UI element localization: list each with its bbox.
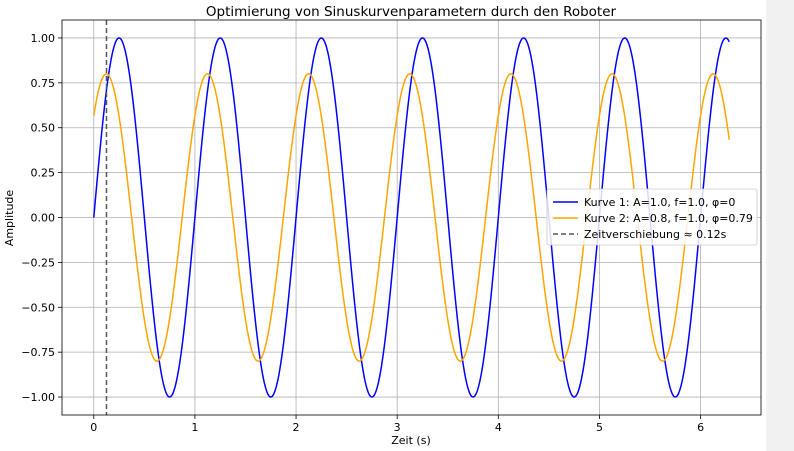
x-tick-label: 6 xyxy=(697,421,704,434)
legend-label-kurve-1: Kurve 1: A=1.0, f=1.0, φ=0 xyxy=(584,196,735,209)
y-axis-label: Amplitude xyxy=(3,190,16,247)
y-axis: −1.00 −0.75 −0.50 −0.25 0.00 0.25 0.50 0.75 1.00 xyxy=(21,32,62,404)
x-tick-label: 5 xyxy=(596,421,603,434)
legend-label-kurve-2: Kurve 2: A=0.8, f=1.0, φ=0.79 xyxy=(584,212,753,225)
y-tick-label: −0.50 xyxy=(21,301,55,314)
x-tick-label: 0 xyxy=(90,421,97,434)
x-tick-label: 4 xyxy=(495,421,502,434)
x-tick-label: 3 xyxy=(394,421,401,434)
x-axis: 0 1 2 3 4 5 6 xyxy=(90,415,704,434)
y-tick-label: 0.25 xyxy=(31,167,56,180)
x-tick-label: 2 xyxy=(293,421,300,434)
series-2-line xyxy=(93,73,730,362)
legend-box xyxy=(546,188,758,246)
y-tick-label: 1.00 xyxy=(31,32,56,45)
line-chart: 0 1 2 3 4 5 6 −1.00 −0.75 −0.50 −0.25 0.00 0.25 0.50… xyxy=(3,4,762,447)
chart-title: Optimierung von Sinuskurvenparametern du… xyxy=(206,4,617,20)
series-1-line xyxy=(93,37,730,398)
y-tick-label: 0.75 xyxy=(31,77,56,90)
series-layer xyxy=(93,20,730,415)
x-tick-label: 1 xyxy=(191,421,198,434)
legend-label-zeitverschiebung: Zeitverschiebung ≈ 0.12s xyxy=(584,228,727,241)
x-axis-label: Zeit (s) xyxy=(391,434,430,447)
y-tick-label: −0.25 xyxy=(21,256,55,269)
legend: Kurve 1: A=1.0, f=1.0, φ=0 Kurve 2: A=0.… xyxy=(546,188,758,246)
y-tick-label: 0.50 xyxy=(31,122,56,135)
y-tick-label: −0.75 xyxy=(21,346,55,359)
chart-figure: 0 1 2 3 4 5 6 −1.00 −0.75 −0.50 −0.25 0.00 0.25 0.50… xyxy=(0,0,766,451)
y-tick-label: −1.00 xyxy=(21,391,55,404)
y-tick-label: 0.00 xyxy=(31,212,56,225)
